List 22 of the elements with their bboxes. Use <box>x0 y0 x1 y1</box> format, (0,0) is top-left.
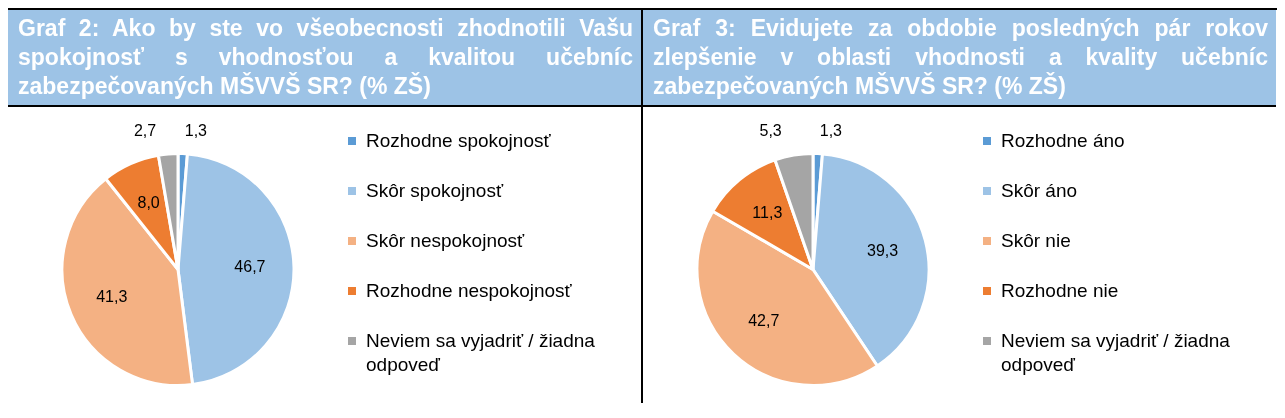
legend-label: Rozhodne áno <box>1001 129 1125 153</box>
data-label: 1,3 <box>184 121 208 139</box>
data-label: 42,7 <box>748 312 780 330</box>
data-label: 8,0 <box>137 194 160 212</box>
data-label: 5,3 <box>759 121 782 139</box>
legend-label: Skôr nie <box>1001 229 1071 253</box>
legend-label: Rozhodne nie <box>1001 279 1119 303</box>
data-label: 2,7 <box>133 121 157 139</box>
legend-label: Skôr nespokojnosť <box>366 229 525 253</box>
data-label: 39,3 <box>867 241 899 259</box>
data-label: 46,7 <box>234 258 266 276</box>
data-label: 41,3 <box>96 287 128 305</box>
legend-label: Rozhodne spokojnosť <box>366 129 551 153</box>
legend-label: Rozhodne nespokojnosť <box>366 279 572 303</box>
legend-label: Skôr spokojnosť <box>366 179 504 203</box>
data-label: 11,3 <box>752 204 783 222</box>
chart-title: Graf 2: Ako by ste vo všeobecnosti zhodnotili Vašu spokojnosť s vhodnosťou a kvalitou učebníc zabezpečovaných MŠVVŠ SR? (% ZŠ) <box>8 10 641 107</box>
data-label: 1,3 <box>819 121 843 139</box>
chart-title: Graf 3: Evidujete za obdobie posledných pár rokov zlepšenie v oblasti vhodnosti a kvality učebníc zabezpečovaných MŠVVŠ SR? (% ZŠ) <box>643 10 1276 107</box>
legend-label: Neviem sa vyjadriť / žiadna odpoveď <box>366 329 596 377</box>
legend-label: Neviem sa vyjadriť / žiadna odpoveď <box>1001 329 1231 377</box>
legend-label: Skôr áno <box>1001 179 1078 203</box>
